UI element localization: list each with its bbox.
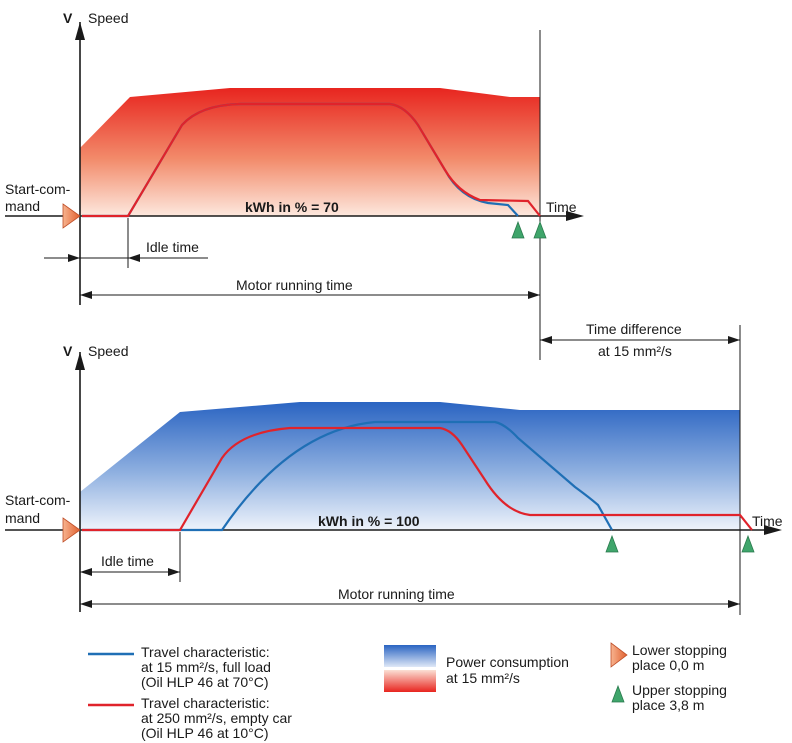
top-motor-arrow-right — [528, 291, 540, 299]
legend-blue-travel-line2: at 15 mm²/s, full load — [141, 659, 271, 675]
top-idle-time-label: Idle time — [146, 239, 199, 255]
bottom-start-command-line1: Start-com- — [5, 492, 71, 508]
legend-power-line1: Power consumption — [446, 654, 569, 670]
bottom-speed-label: Speed — [88, 343, 128, 359]
top-motor-arrow-left — [80, 291, 92, 299]
bottom-kwh-label: kWh in % = 100 — [318, 513, 420, 529]
top-v-label: V — [63, 10, 73, 26]
legend: Travel characteristic: at 15 mm²/s, full… — [88, 642, 727, 741]
bottom-motor-arrow-left — [80, 600, 92, 608]
top-idle-arrow-left — [68, 254, 80, 262]
bottom-diagram: V Speed Start-com- mand kWh in % = 100 T… — [5, 325, 783, 615]
legend-red-travel-line1: Travel characteristic: — [141, 695, 270, 711]
bottom-time-label: Time — [752, 513, 783, 529]
legend-power-line2: at 15 mm²/s — [446, 670, 520, 686]
top-speed-label: Speed — [88, 10, 128, 26]
top-start-command-line2: mand — [5, 198, 40, 214]
top-kwh-label: kWh in % = 70 — [245, 199, 339, 215]
time-diff-arrow-left — [540, 336, 552, 344]
legend-upper-stop-line2: place 3,8 m — [632, 697, 704, 713]
bottom-start-command-line2: mand — [5, 510, 40, 526]
bottom-blue-travel-curve — [82, 420, 613, 532]
legend-blue-power-swatch — [384, 645, 436, 667]
top-diagram: V Speed Start-com- mand kWh in % = 70 Ti… — [5, 10, 584, 360]
legend-lower-stop-line1: Lower stopping — [632, 642, 727, 658]
top-red-travel-curve — [82, 102, 541, 218]
top-idle-arrow-right — [128, 254, 140, 262]
bottom-y-arrow — [75, 352, 85, 370]
legend-lower-stop-line2: place 0,0 m — [632, 657, 704, 673]
bottom-idle-arrow-left — [80, 568, 92, 576]
time-diff-arrow-right — [728, 336, 740, 344]
bottom-upper-stop-marker-icon — [605, 534, 619, 553]
legend-upper-stop-line1: Upper stopping — [632, 682, 727, 698]
time-diff-label-line1: Time difference — [586, 321, 682, 337]
top-motor-running-label: Motor running time — [236, 277, 353, 293]
time-diff-label-line2: at 15 mm²/s — [598, 343, 672, 359]
bottom-x-arrow — [764, 525, 782, 535]
time-difference: Time difference at 15 mm²/s — [540, 321, 740, 359]
bottom-red-travel-curve — [82, 426, 753, 532]
bottom-lower-stop-marker-icon — [62, 517, 81, 543]
top-start-command-line1: Start-com- — [5, 181, 71, 197]
legend-lower-stop-icon — [610, 642, 628, 668]
bottom-idle-time-label: Idle time — [101, 553, 154, 569]
legend-red-travel-line2: at 250 mm²/s, empty car — [141, 710, 292, 726]
bottom-upper-stop-marker-icon — [741, 534, 755, 553]
top-upper-stop-marker-icon — [511, 220, 525, 239]
bottom-v-label: V — [63, 343, 73, 359]
legend-blue-travel-line3: (Oil HLP 46 at 70°C) — [141, 674, 269, 690]
bottom-motor-arrow-right — [728, 600, 740, 608]
legend-red-power-swatch — [384, 670, 436, 692]
bottom-idle-arrow-right — [168, 568, 180, 576]
top-upper-stop-marker-icon — [533, 220, 547, 239]
legend-blue-travel-line1: Travel characteristic: — [141, 644, 270, 660]
legend-upper-stop-icon — [611, 684, 625, 703]
top-time-label: Time — [546, 199, 577, 215]
top-x-arrow — [566, 211, 584, 221]
top-y-arrow — [75, 22, 85, 40]
bottom-motor-running-label: Motor running time — [338, 586, 455, 602]
legend-red-travel-line3: (Oil HLP 46 at 10°C) — [141, 725, 269, 741]
top-lower-stop-marker-icon — [62, 203, 81, 229]
top-power-area — [80, 88, 540, 216]
